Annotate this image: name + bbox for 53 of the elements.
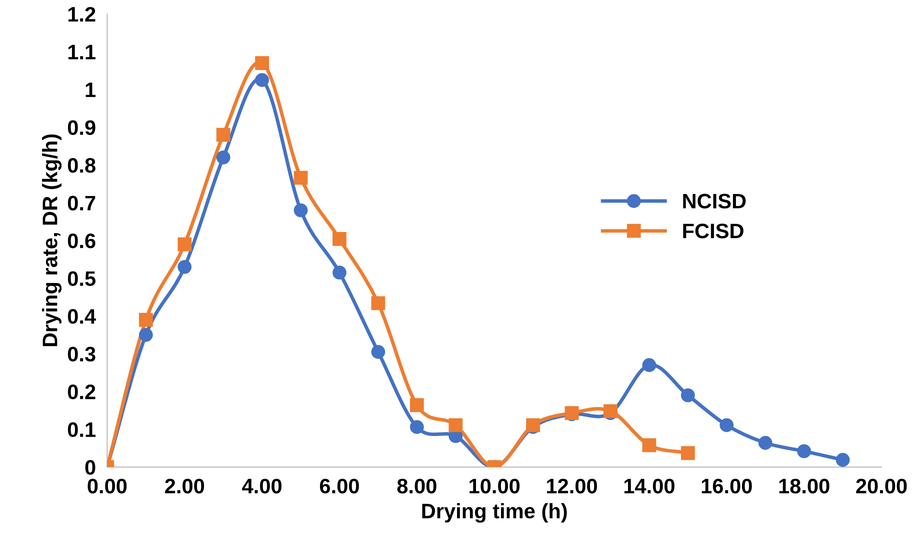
point bbox=[680, 388, 695, 402]
legend-label: FCISD bbox=[683, 224, 744, 238]
point bbox=[178, 237, 192, 252]
x-tick-label: 4.00 bbox=[242, 478, 282, 494]
x-tick-label: 2.00 bbox=[165, 478, 204, 494]
x-tick-label: 16.00 bbox=[702, 478, 752, 494]
point bbox=[255, 73, 269, 87]
point bbox=[720, 418, 734, 432]
point bbox=[410, 398, 424, 412]
x-tick-label: 0.00 bbox=[88, 478, 127, 494]
point bbox=[216, 128, 230, 142]
point bbox=[758, 436, 772, 450]
point bbox=[448, 418, 463, 432]
point bbox=[371, 296, 386, 310]
x-axis-title: Drying time (h) bbox=[422, 503, 567, 523]
y-tick-label: 0.9 bbox=[68, 120, 96, 135]
y-tick-label: 0.3 bbox=[68, 346, 96, 362]
point bbox=[836, 452, 850, 467]
y-tick-label: 1 bbox=[86, 82, 96, 98]
x-tick-label: 8.00 bbox=[397, 478, 436, 494]
legend-label: NCISD bbox=[683, 194, 746, 209]
point bbox=[178, 260, 192, 274]
point bbox=[371, 344, 386, 359]
y-tick-label: 0.5 bbox=[68, 271, 96, 286]
x-tick-label: 18.00 bbox=[779, 478, 830, 494]
y-tick-label: 1.2 bbox=[68, 6, 96, 22]
y-tick-label: 0.4 bbox=[68, 309, 96, 324]
y-tick-label: 0.8 bbox=[68, 158, 96, 173]
x-tick-label: 14.00 bbox=[624, 478, 674, 494]
y-axis-title: Drying rate, DR (kg/h) bbox=[42, 134, 62, 346]
point bbox=[332, 232, 346, 246]
point bbox=[294, 203, 308, 218]
point bbox=[642, 358, 656, 372]
point bbox=[138, 312, 153, 327]
y-tick-label: 0 bbox=[85, 460, 96, 475]
x-tick-label: 20.00 bbox=[856, 478, 907, 494]
point bbox=[410, 420, 424, 434]
y-tick-label: 0.6 bbox=[68, 234, 96, 248]
y-tick-label: 0.7 bbox=[68, 196, 96, 210]
point bbox=[332, 266, 346, 280]
point bbox=[255, 56, 269, 70]
x-tick-label: 12.00 bbox=[547, 478, 597, 494]
point bbox=[797, 444, 812, 458]
point bbox=[294, 170, 308, 185]
y-tick-label: 0.1 bbox=[68, 422, 96, 438]
point bbox=[642, 438, 656, 452]
point bbox=[138, 328, 153, 342]
x-tick-label: 10.00 bbox=[470, 478, 520, 494]
point bbox=[680, 446, 695, 460]
point bbox=[216, 150, 230, 164]
y-tick-label: 1.1 bbox=[68, 44, 96, 60]
x-tick-label: 6.00 bbox=[320, 478, 359, 494]
y-tick-label: 0.2 bbox=[68, 384, 96, 400]
